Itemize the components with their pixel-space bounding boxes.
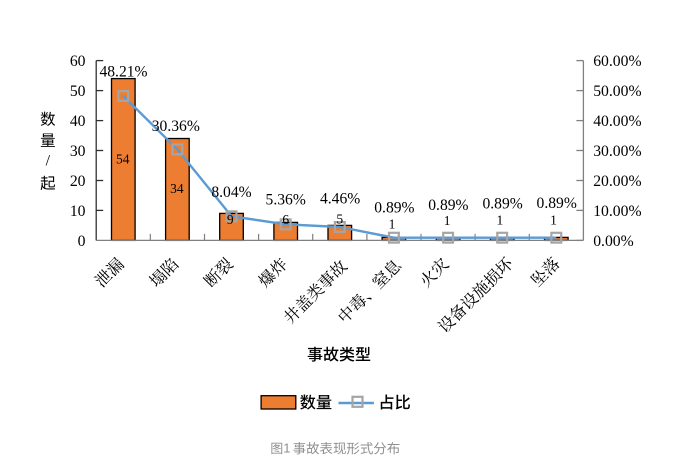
svg-text:30.00%: 30.00% xyxy=(593,143,641,160)
svg-text:20: 20 xyxy=(70,173,86,190)
svg-text:0.89%: 0.89% xyxy=(374,200,414,217)
svg-text:0.00%: 0.00% xyxy=(593,233,634,250)
svg-text:1: 1 xyxy=(444,213,451,228)
svg-text:1: 1 xyxy=(497,212,504,227)
svg-text:1: 1 xyxy=(550,213,557,228)
svg-text:4.46%: 4.46% xyxy=(320,190,360,207)
svg-text:30: 30 xyxy=(70,143,86,160)
svg-text:50: 50 xyxy=(70,83,86,100)
svg-text:6: 6 xyxy=(282,212,289,227)
svg-text:/: / xyxy=(46,153,51,170)
svg-text:48.21%: 48.21% xyxy=(99,64,147,81)
svg-text:0.89%: 0.89% xyxy=(428,197,468,214)
svg-text:5: 5 xyxy=(336,211,343,226)
svg-text:34: 34 xyxy=(170,181,184,196)
svg-text:5.36%: 5.36% xyxy=(266,192,306,209)
svg-text:1: 1 xyxy=(389,216,396,231)
svg-text:50.00%: 50.00% xyxy=(593,83,641,100)
svg-text:0.89%: 0.89% xyxy=(537,195,577,212)
svg-text:10: 10 xyxy=(70,203,86,220)
svg-text:30.36%: 30.36% xyxy=(152,118,200,135)
svg-text:9: 9 xyxy=(227,212,234,227)
svg-text:60: 60 xyxy=(70,53,86,70)
svg-text:40.00%: 40.00% xyxy=(593,113,641,130)
svg-text:60.00%: 60.00% xyxy=(593,53,641,70)
svg-text:20.00%: 20.00% xyxy=(593,173,641,190)
svg-text:1: 1 xyxy=(283,441,290,456)
svg-text:8.04%: 8.04% xyxy=(211,184,251,201)
svg-text:40: 40 xyxy=(70,113,86,130)
svg-text:0: 0 xyxy=(78,233,86,250)
svg-text:10.00%: 10.00% xyxy=(593,203,641,220)
svg-text:0.89%: 0.89% xyxy=(482,196,522,213)
svg-text:54: 54 xyxy=(116,151,130,166)
